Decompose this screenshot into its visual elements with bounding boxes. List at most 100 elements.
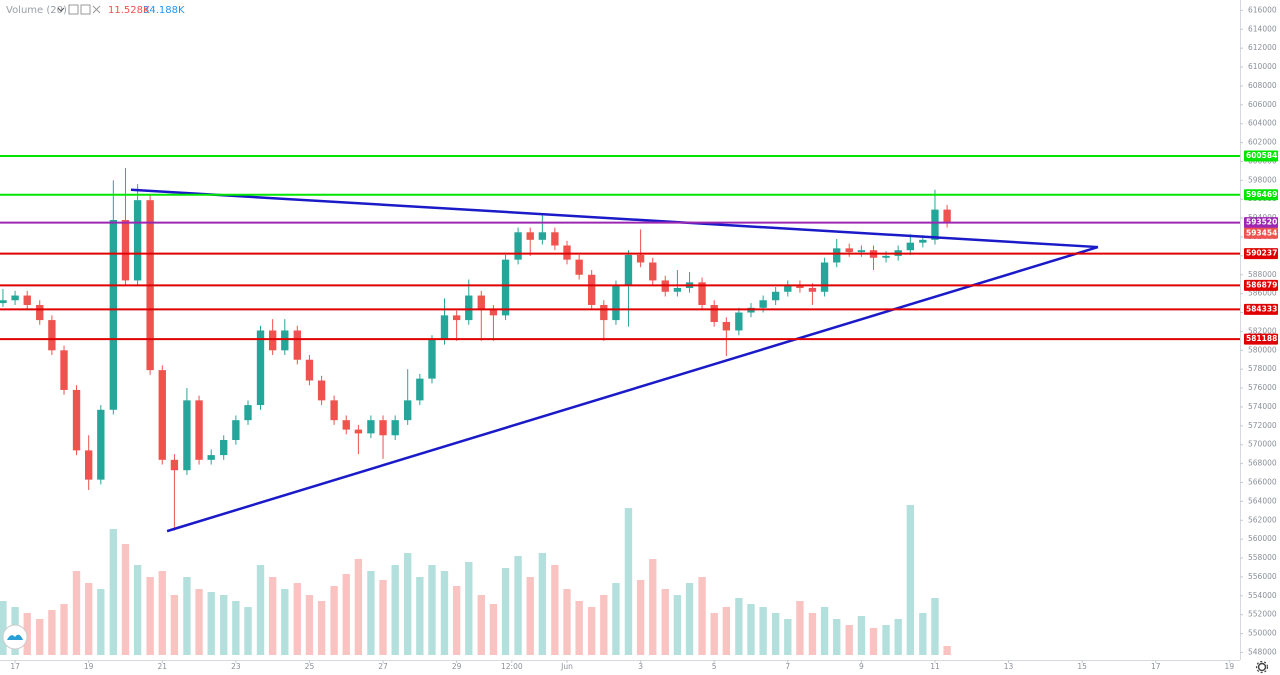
volume-bar xyxy=(195,589,203,655)
candle-body xyxy=(636,254,645,263)
volume-bar xyxy=(735,598,743,655)
x-tick-label: 9 xyxy=(859,662,864,671)
y-tick-label: 586000 xyxy=(1248,289,1277,298)
y-tick-label: 568000 xyxy=(1248,459,1277,468)
last-price-box xyxy=(1244,227,1278,239)
volume-bar xyxy=(268,577,277,655)
volume-bar xyxy=(244,607,252,655)
volume-bar xyxy=(636,580,645,655)
last-price-label: 593454 xyxy=(1246,228,1277,237)
candle-body xyxy=(759,300,767,308)
y-tick-label: 580000 xyxy=(1248,345,1277,354)
candle-body xyxy=(60,350,68,390)
volume-bar xyxy=(452,586,461,655)
volume-bar xyxy=(784,619,792,655)
candle-body xyxy=(428,339,436,379)
trendline xyxy=(130,188,1099,249)
level-label: 584333 xyxy=(1246,304,1277,313)
candle-body xyxy=(367,420,375,434)
candle-body xyxy=(170,459,179,471)
volume-bar xyxy=(109,529,118,655)
volume-bar xyxy=(551,565,559,655)
level-label: 593520 xyxy=(1246,218,1277,227)
candle-body xyxy=(722,321,731,331)
x-tick-label: 7 xyxy=(785,662,790,671)
y-tick-label: 598000 xyxy=(1248,175,1277,184)
settings-icon[interactable] xyxy=(68,4,79,15)
volume-bar xyxy=(84,583,93,655)
candle-body xyxy=(698,282,706,305)
volume-bar xyxy=(563,589,571,655)
candle-body xyxy=(23,295,31,305)
x-tick-label: 5 xyxy=(712,662,717,671)
candle-body xyxy=(575,259,583,275)
volume-bar xyxy=(661,589,669,655)
volume-value: 11.528K xyxy=(108,5,150,16)
dropdown-icon[interactable] xyxy=(57,7,65,12)
x-tick-label: 25 xyxy=(305,662,315,671)
y-tick-label: 548000 xyxy=(1248,647,1277,656)
candle-body xyxy=(0,300,7,304)
candle-body xyxy=(771,291,780,301)
volume-bar xyxy=(354,559,363,655)
volume-bar xyxy=(538,553,547,655)
y-tick-label: 614000 xyxy=(1248,24,1277,33)
visibility-icon[interactable] xyxy=(80,4,91,15)
volume-bar xyxy=(281,589,289,655)
candle-body xyxy=(833,248,841,263)
indicator-name: Volume (20) xyxy=(6,5,67,16)
candle-body xyxy=(477,295,485,310)
x-tick-label: 12:00 xyxy=(501,662,523,671)
volume-bar xyxy=(477,595,485,655)
candle-body xyxy=(452,315,461,321)
candle-body xyxy=(649,262,657,281)
volume-bar xyxy=(170,595,179,655)
candle-body xyxy=(133,200,142,281)
volume-bar xyxy=(575,601,583,655)
y-tick-label: 560000 xyxy=(1248,534,1277,543)
level-label: 586879 xyxy=(1246,280,1277,289)
volume-bar xyxy=(220,595,228,655)
y-tick-label: 604000 xyxy=(1248,119,1277,128)
candle-body xyxy=(943,209,951,224)
candle-body xyxy=(72,389,81,451)
y-tick-label: 616000 xyxy=(1248,5,1277,14)
volume-bar xyxy=(60,604,68,655)
volume-bar xyxy=(256,565,265,655)
volume-bar xyxy=(514,556,522,655)
volume-bar xyxy=(501,568,510,655)
candle-body xyxy=(84,450,93,480)
candle-body xyxy=(48,320,56,351)
volume-bar xyxy=(183,577,191,655)
x-tick-label: 11 xyxy=(930,662,940,671)
candle-body xyxy=(342,420,350,430)
y-tick-label: 566000 xyxy=(1248,477,1277,486)
candle-body xyxy=(281,330,289,351)
candle-body xyxy=(501,259,510,316)
settings-gear[interactable] xyxy=(1255,660,1269,674)
volume-bar xyxy=(894,619,902,655)
x-tick-label: 21 xyxy=(157,662,167,671)
candle-body xyxy=(808,287,817,292)
x-tick-label: 27 xyxy=(378,662,388,671)
x-tick-label: 17 xyxy=(10,662,20,671)
y-tick-label: 612000 xyxy=(1248,43,1277,52)
candle-body xyxy=(317,380,326,401)
candle-body xyxy=(587,274,596,305)
y-tick-label: 606000 xyxy=(1248,100,1277,109)
volume-bar xyxy=(367,571,375,655)
volume-bar xyxy=(317,601,326,655)
volume-bar xyxy=(685,583,694,655)
x-tick-label: 15 xyxy=(1077,662,1087,671)
candle-body xyxy=(330,400,338,421)
level-label: 590237 xyxy=(1246,249,1277,258)
close-icon[interactable] xyxy=(92,5,101,14)
candle-body xyxy=(305,359,314,381)
logo[interactable] xyxy=(2,624,28,650)
candle-body xyxy=(220,440,228,456)
y-tick-label: 554000 xyxy=(1248,591,1277,600)
volume-bar xyxy=(146,577,154,655)
x-tick-label: Jun xyxy=(560,662,573,671)
volume-bar xyxy=(379,580,387,655)
